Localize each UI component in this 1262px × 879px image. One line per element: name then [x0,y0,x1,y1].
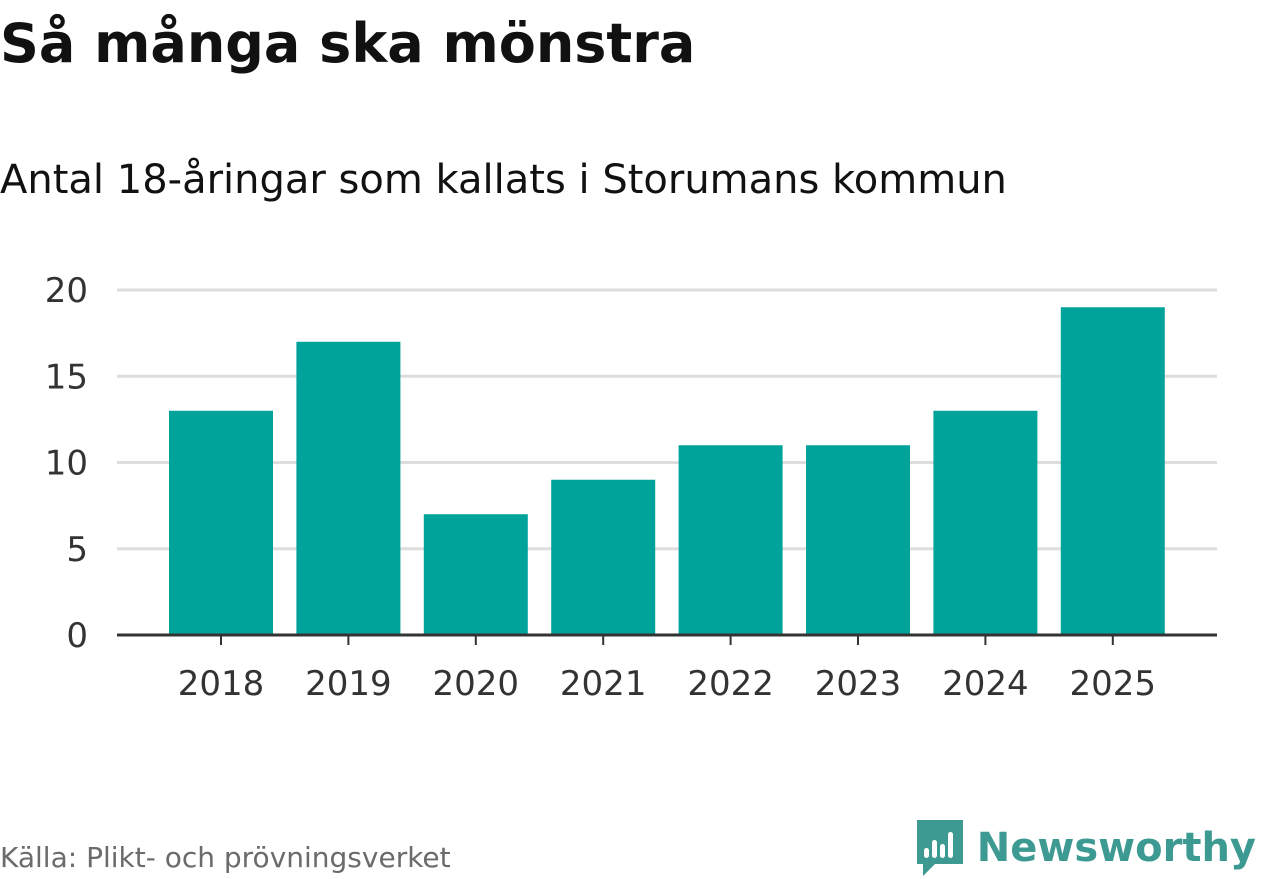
gridlines [117,288,1217,551]
x-tick-label: 2023 [815,664,902,704]
x-tick-label: 2018 [178,664,265,704]
bar-2024 [933,410,1038,635]
y-axis-ticks: 0 5 10 15 20 [45,271,88,656]
chart-subtitle: Antal 18-åringar som kallats i Storumans… [0,157,1007,203]
chart-title: Så många ska mönstra [0,12,696,75]
y-tick-label: 15 [45,357,88,397]
bar-2023 [806,445,910,635]
newsworthy-logo: Newsworthy [915,818,1256,878]
y-tick-label: 0 [66,616,88,656]
y-tick-label: 5 [66,530,88,570]
x-tick-label: 2019 [305,664,392,704]
y-tick-label: 10 [45,444,88,484]
x-tick-label: 2021 [560,664,647,704]
bar-2019 [296,341,401,635]
bar-2018 [169,410,273,635]
source-note: Källa: Plikt- och prövningsverket [0,841,451,874]
x-axis-ticks: 2018 2019 2020 2021 2022 2023 2024 2025 [178,635,1156,704]
bar-2022 [678,445,783,635]
y-tick-label: 20 [45,271,88,311]
newsworthy-chart-bubble-icon [916,820,963,876]
brand-name: Newsworthy [976,825,1256,871]
x-tick-label: 2025 [1070,664,1157,704]
bar-2025 [1060,307,1165,635]
bars [169,307,1165,635]
bar-2020 [423,514,528,635]
x-tick-label: 2024 [942,664,1029,704]
x-tick-label: 2022 [687,664,774,704]
x-tick-label: 2020 [433,664,520,704]
bar-2021 [551,479,656,635]
